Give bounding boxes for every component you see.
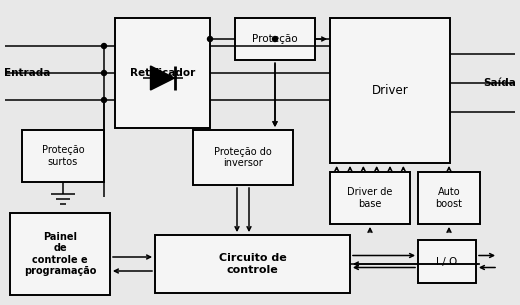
Circle shape	[101, 44, 107, 48]
Text: Auto
boost: Auto boost	[436, 187, 462, 209]
Text: Painel
de
controle e
programação: Painel de controle e programação	[24, 231, 96, 276]
Bar	[235, 18, 315, 60]
Bar	[115, 18, 210, 128]
Bar	[330, 172, 410, 224]
Text: Driver de
base: Driver de base	[347, 187, 393, 209]
Bar	[22, 130, 104, 182]
Text: Proteção do
inversor: Proteção do inversor	[214, 147, 272, 168]
Bar	[10, 213, 110, 295]
Circle shape	[101, 70, 107, 76]
Text: Retificador: Retificador	[130, 68, 195, 78]
Text: Proteção: Proteção	[252, 34, 298, 44]
Text: Driver: Driver	[372, 84, 408, 97]
Text: Saída: Saída	[483, 78, 516, 88]
Bar	[193, 130, 293, 185]
Text: Circuito de
controle: Circuito de controle	[218, 253, 287, 275]
Text: Proteção
surtos: Proteção surtos	[42, 145, 84, 167]
Text: I / O: I / O	[436, 257, 458, 267]
Circle shape	[101, 98, 107, 102]
Bar	[418, 172, 480, 224]
Circle shape	[207, 37, 213, 41]
Circle shape	[272, 37, 278, 41]
Text: Entrada: Entrada	[4, 68, 50, 78]
Bar	[155, 235, 350, 293]
Polygon shape	[150, 66, 175, 90]
Bar	[330, 18, 450, 163]
Bar	[418, 240, 476, 283]
